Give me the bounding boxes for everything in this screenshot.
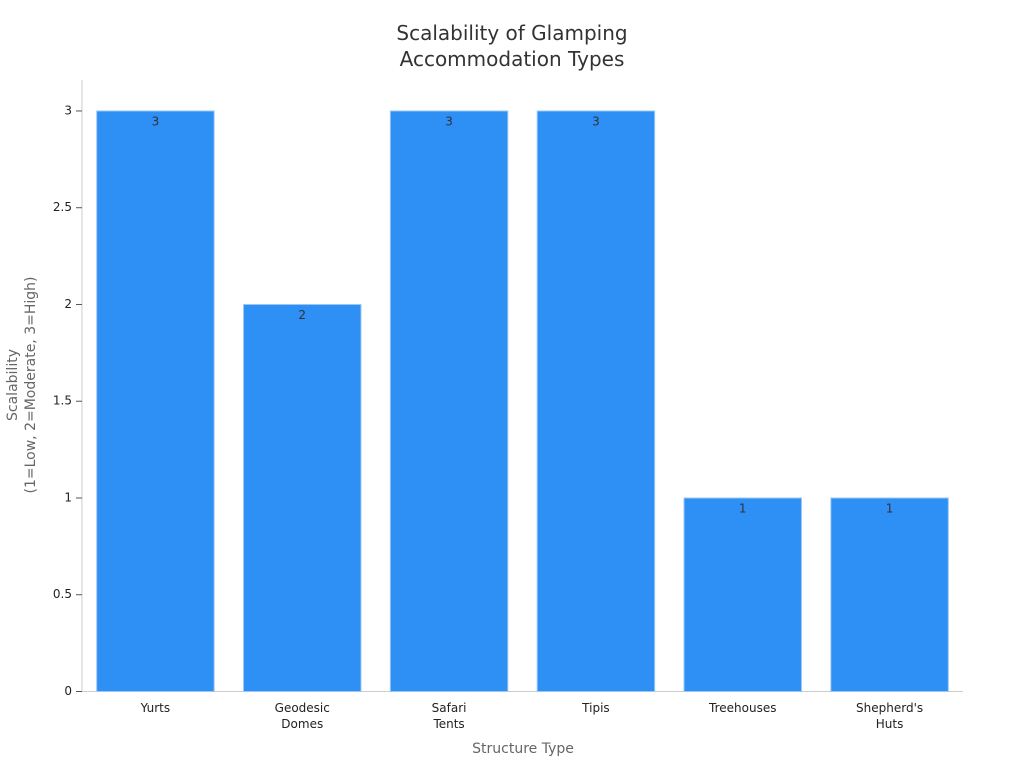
bar: [536, 110, 656, 692]
bar: [830, 497, 949, 692]
chart-title: Scalability of Glamping Accommodation Ty…: [396, 21, 628, 71]
y-tick-label: 2.5: [53, 200, 72, 214]
data-label: 3: [445, 114, 453, 128]
x-tick-label: Safari Tents: [431, 701, 467, 731]
x-axis-label: Structure Type: [472, 741, 574, 757]
x-tick-label: Geodesic Domes: [274, 701, 330, 731]
bar: [683, 497, 802, 692]
data-label: 1: [739, 501, 747, 515]
y-tick-label: 2: [64, 297, 72, 311]
data-label: 1: [886, 501, 894, 515]
y-tick-label: 1: [64, 490, 72, 504]
x-tick-label: Treehouses: [709, 701, 777, 715]
bar: [243, 303, 362, 692]
x-tick-label: Yurts: [140, 701, 171, 715]
y-tick-label: 3: [64, 103, 72, 117]
bar: [389, 110, 509, 692]
y-tick-label: 0: [64, 684, 72, 698]
x-tick-label: Shepherd's Huts: [856, 701, 924, 731]
y-tick-label: 0.5: [53, 587, 72, 601]
bar: [96, 110, 215, 692]
y-tick-label: 1.5: [53, 394, 72, 408]
data-label: 3: [592, 114, 600, 128]
data-label: 3: [152, 114, 160, 128]
data-label: 2: [298, 308, 306, 322]
x-tick-label: Tipis: [582, 701, 610, 715]
